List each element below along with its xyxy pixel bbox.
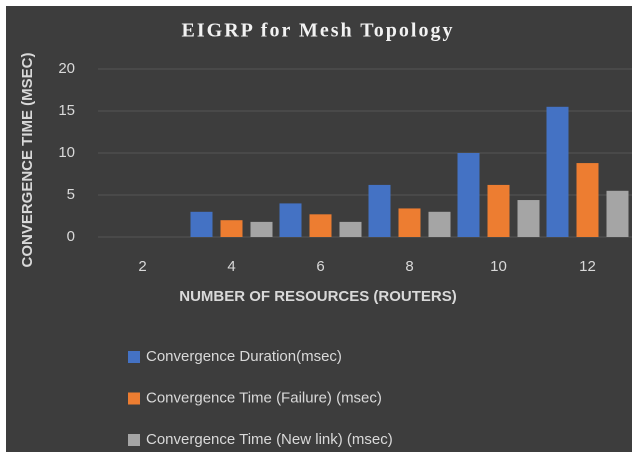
legend-swatch [128,392,140,405]
bar [190,211,213,237]
bar [368,184,391,237]
bar [517,200,540,237]
x-tick-label: 12 [579,258,596,275]
bar [398,208,421,237]
legend-label: Convergence Duration(msec) [146,348,342,365]
bar [576,163,599,237]
x-tick-label: 2 [138,258,146,275]
bar [309,214,332,237]
x-tick-label: 6 [316,258,324,275]
bar [606,190,629,237]
bar [546,106,569,237]
bar [428,211,451,237]
bar [457,153,480,237]
legend-label: Convergence Time (Failure) (msec) [146,389,382,406]
x-axis-label: NUMBER OF RESOURCES (ROUTERS) [179,288,457,305]
bar [279,203,302,237]
bar [339,221,362,237]
x-tick-label: 8 [405,258,413,275]
bar [250,221,273,237]
y-tick-label: 15 [58,102,75,119]
x-tick-label: 10 [490,258,507,275]
y-tick-label: 10 [58,144,75,161]
y-tick-label: 5 [67,186,75,203]
y-tick-label: 20 [58,60,75,77]
legend-label: Convergence Time (New link) (msec) [146,431,393,448]
y-tick-label: 0 [67,228,75,245]
x-tick-label: 4 [227,258,235,275]
bar [487,184,510,237]
y-axis-label: CONVERGENCE TIME (MSEC) [19,52,36,267]
chart-title: EIGRP for Mesh Topology [182,20,455,42]
legend-swatch [128,351,140,363]
bar [220,220,243,237]
legend-swatch [128,434,140,446]
